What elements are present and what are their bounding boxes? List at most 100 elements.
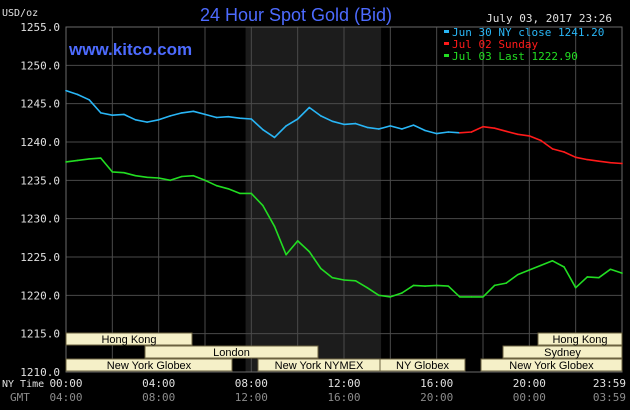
data-point [447,131,450,133]
data-point [204,179,206,182]
legend-entry: Jun 30 NY close 1241.20 [452,26,604,39]
x-tick-label-gmt: 12:00 [235,391,268,404]
data-point [516,273,519,276]
session-right-0: Hong Kong [537,332,623,346]
data-point [401,292,403,294]
y-tick-label: 1225.0 [20,251,60,264]
data-point [262,204,264,207]
x-tick-label-gmt: 03:59 [593,391,626,404]
y-tick-label: 1235.0 [20,174,60,187]
data-point [482,125,484,128]
chart-title: 24 Hour Spot Gold (Bid) [200,5,392,25]
x-tick-label-ny: 04:00 [142,377,175,390]
data-point [563,266,565,268]
session-label: New York Globex [509,360,594,372]
data-point [424,285,426,287]
data-point [238,192,241,195]
data-point [192,174,195,177]
ny-time-label: NY Time [2,379,44,390]
x-tick-label-ny: 23:59 [593,377,626,390]
data-point [366,126,368,129]
session-right-2: New York Globex [480,358,623,372]
data-point [250,118,253,120]
data-point [273,225,276,228]
data-point [540,264,542,267]
data-point [308,250,311,253]
data-point [227,187,229,190]
brand-link[interactable]: www.kitco.com [68,40,192,59]
plot-frame [65,26,623,373]
data-point [192,110,195,113]
data-point [493,284,496,287]
session-label: NY Globex [396,360,449,372]
session-label: New York Globex [107,360,192,372]
data-point [123,171,125,174]
data-point [586,276,589,278]
data-point [505,130,507,133]
data-point [598,276,600,279]
legend-entry: Jul 03 Last 1222.90 [452,50,578,63]
data-point [146,176,148,179]
data-point [609,268,612,271]
y-tick-label: 1245.0 [20,98,60,111]
series-layer [65,89,623,298]
data-point [505,282,507,284]
data-point [459,296,461,298]
data-point [609,161,612,164]
y-tick-label: 1210.0 [20,366,60,379]
session-box [502,345,623,359]
data-point [65,161,67,163]
series-1 [459,125,623,165]
data-point [215,184,218,187]
data-point [366,286,368,289]
data-point [482,296,484,298]
data-point [262,128,264,131]
y-tick-label: 1230.0 [20,213,60,226]
data-point [99,157,102,159]
data-point [204,113,206,116]
data-point [76,93,79,96]
data-point [146,121,148,123]
data-point [181,175,183,178]
data-point [621,162,623,165]
data-point [377,294,380,297]
session-label: Hong Kong [552,334,607,346]
data-point [250,192,253,195]
x-tick-label-ny: 16:00 [420,377,453,390]
data-point [424,129,426,132]
legend-swatch [444,30,449,33]
y-tick-label: 1255.0 [20,21,60,34]
chart-datetime: July 03, 2017 23:26 [486,12,612,25]
data-point [412,284,415,287]
session-label: New York NYMEX [275,360,364,372]
data-point [308,106,311,109]
data-point [574,156,577,159]
y-tick-label: 1220.0 [20,289,60,302]
data-point [574,286,577,289]
data-point [343,279,345,281]
y-axis-ticks: 1255.0 1250.0 1245.0 1240.0 1235.0 1230.0 1225… [20,21,60,379]
data-point [389,125,392,127]
gmt-label: GMT [10,391,30,404]
y-tick-label: 1250.0 [20,59,60,72]
data-point [470,296,473,298]
data-point [470,131,473,133]
data-point [111,171,114,173]
legend-entry: Jul 02 Sunday [452,38,538,51]
data-point [88,99,90,101]
data-point [99,112,102,114]
data-point [157,118,160,121]
data-point [435,284,438,287]
data-point [134,174,137,177]
series-2 [65,157,623,298]
x-tick-label-gmt: 04:00 [49,391,82,404]
data-point [296,240,299,242]
data-point [586,158,589,161]
x-tick-label-ny: 08:00 [235,377,268,390]
data-point [528,135,531,137]
data-point [331,120,334,123]
x-tick-label-ny: 00:00 [49,377,82,390]
data-point [377,128,380,130]
